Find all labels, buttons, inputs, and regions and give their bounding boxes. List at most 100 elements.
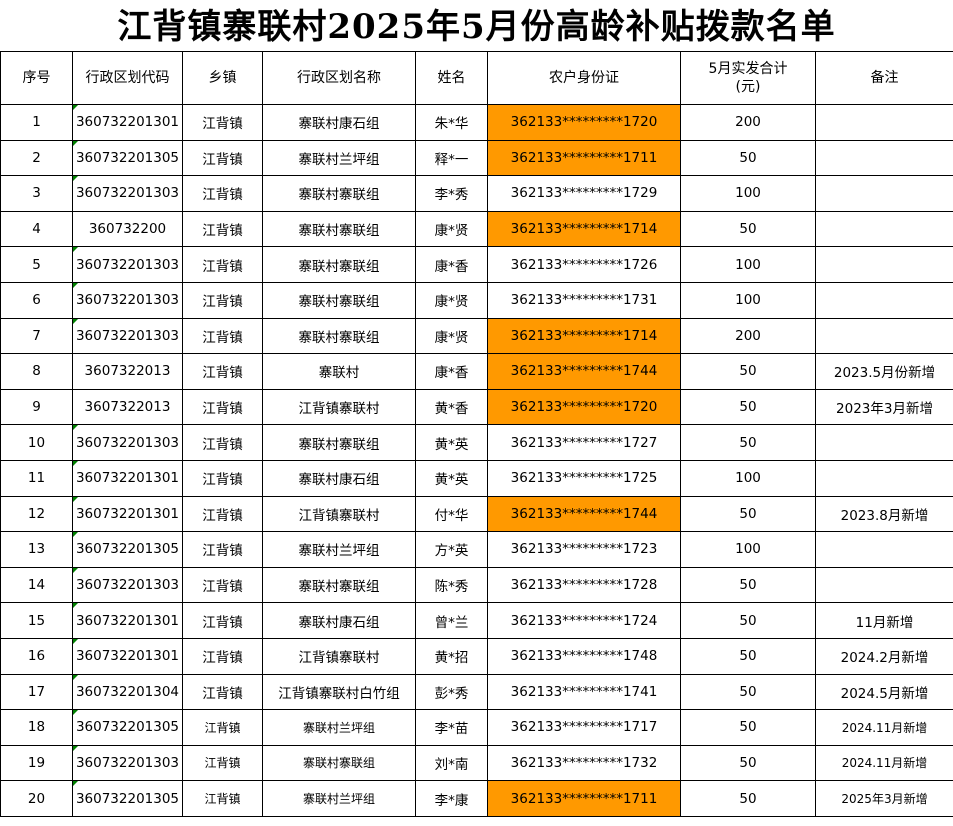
cell-no[interactable]: 14 [0,566,73,604]
cell-area[interactable]: 江背镇寨联村 [262,495,416,533]
cell-code[interactable]: 360732201305 [72,709,183,746]
cell-name[interactable]: 黄*招 [415,637,488,675]
cell-no[interactable]: 8 [0,353,73,390]
cell-id[interactable]: 362133*********1724 [487,602,681,639]
cell-no[interactable]: 4 [0,210,73,248]
cell-town[interactable]: 江背镇 [182,495,263,533]
cell-note[interactable]: 2024.11月新增 [815,744,953,782]
cell-name[interactable]: 刘*南 [415,744,488,782]
cell-amount[interactable]: 50 [680,780,816,817]
cell-id[interactable]: 362133*********1744 [487,495,681,533]
cell-name[interactable]: 李*苗 [415,709,488,746]
cell-name[interactable]: 付*华 [415,495,488,533]
cell-amount[interactable]: 100 [680,281,816,319]
cell-no[interactable]: 17 [0,673,73,711]
cell-no[interactable]: 13 [0,531,73,568]
cell-amount[interactable]: 50 [680,566,816,604]
cell-id[interactable]: 362133*********1723 [487,531,681,568]
cell-amount[interactable]: 50 [680,424,816,461]
cell-code[interactable]: 360732201303 [72,246,183,283]
cell-name[interactable]: 康*贤 [415,210,488,248]
cell-area[interactable]: 寨联村寨联组 [262,744,416,782]
cell-name[interactable]: 方*英 [415,531,488,568]
cell-area[interactable]: 寨联村兰坪组 [262,780,416,817]
cell-id[interactable]: 362133*********1741 [487,673,681,711]
cell-amount[interactable]: 50 [680,709,816,746]
cell-area[interactable]: 寨联村兰坪组 [262,139,416,177]
cell-code[interactable]: 360732201304 [72,673,183,711]
cell-no[interactable]: 16 [0,637,73,675]
cell-name[interactable]: 陈*秀 [415,566,488,604]
cell-town[interactable]: 江背镇 [182,210,263,248]
cell-code[interactable]: 360732201303 [72,281,183,319]
cell-town[interactable]: 江背镇 [182,353,263,390]
cell-note[interactable] [815,566,953,604]
cell-id[interactable]: 362133*********1748 [487,637,681,675]
cell-no[interactable]: 15 [0,602,73,639]
cell-area[interactable]: 江背镇寨联村白竹组 [262,673,416,711]
header-code[interactable]: 行政区划代码 [72,51,183,105]
cell-amount[interactable]: 100 [680,531,816,568]
header-no[interactable]: 序号 [0,51,73,105]
cell-note[interactable]: 2023.8月新增 [815,495,953,533]
cell-code[interactable]: 3607322013 [72,353,183,390]
cell-name[interactable]: 黄*英 [415,424,488,461]
cell-code[interactable]: 360732201303 [72,175,183,212]
cell-town[interactable]: 江背镇 [182,175,263,212]
cell-code[interactable]: 360732201301 [72,637,183,675]
cell-note[interactable] [815,104,953,141]
cell-area[interactable]: 寨联村兰坪组 [262,709,416,746]
cell-id[interactable]: 362133*********1727 [487,424,681,461]
header-name[interactable]: 姓名 [415,51,488,105]
cell-amount[interactable]: 200 [680,317,816,355]
cell-town[interactable]: 江背镇 [182,531,263,568]
cell-area[interactable]: 江背镇寨联村 [262,637,416,675]
cell-name[interactable]: 康*贤 [415,281,488,319]
cell-name[interactable]: 李*秀 [415,175,488,212]
cell-no[interactable]: 2 [0,139,73,177]
cell-id[interactable]: 362133*********1720 [487,104,681,141]
cell-no[interactable]: 7 [0,317,73,355]
cell-town[interactable]: 江背镇 [182,566,263,604]
cell-name[interactable]: 康*香 [415,246,488,283]
cell-name[interactable]: 释*一 [415,139,488,177]
cell-no[interactable]: 20 [0,780,73,817]
cell-amount[interactable]: 50 [680,673,816,711]
cell-area[interactable]: 寨联村寨联组 [262,246,416,283]
cell-code[interactable]: 360732201303 [72,424,183,461]
cell-code[interactable]: 360732201301 [72,104,183,141]
cell-town[interactable]: 江背镇 [182,424,263,461]
cell-name[interactable]: 朱*华 [415,104,488,141]
cell-code[interactable]: 360732200 [72,210,183,248]
cell-amount[interactable]: 200 [680,104,816,141]
cell-area[interactable]: 寨联村康石组 [262,459,416,497]
cell-no[interactable]: 18 [0,709,73,746]
cell-id[interactable]: 362133*********1711 [487,139,681,177]
cell-town[interactable]: 江背镇 [182,744,263,782]
cell-town[interactable]: 江背镇 [182,104,263,141]
cell-no[interactable]: 10 [0,424,73,461]
cell-name[interactable]: 曾*兰 [415,602,488,639]
cell-code[interactable]: 360732201301 [72,495,183,533]
cell-note[interactable] [815,317,953,355]
cell-town[interactable]: 江背镇 [182,780,263,817]
cell-area[interactable]: 寨联村寨联组 [262,210,416,248]
cell-note[interactable]: 2024.5月新增 [815,673,953,711]
cell-name[interactable]: 黄*香 [415,388,488,426]
cell-amount[interactable]: 100 [680,246,816,283]
cell-town[interactable]: 江背镇 [182,459,263,497]
cell-note[interactable]: 2023.5月份新增 [815,353,953,390]
cell-code[interactable]: 360732201303 [72,566,183,604]
cell-town[interactable]: 江背镇 [182,673,263,711]
cell-note[interactable]: 11月新增 [815,602,953,639]
cell-code[interactable]: 360732201305 [72,139,183,177]
cell-code[interactable]: 360732201305 [72,531,183,568]
cell-area[interactable]: 寨联村 [262,353,416,390]
cell-no[interactable]: 5 [0,246,73,283]
cell-note[interactable] [815,246,953,283]
cell-amount[interactable]: 50 [680,637,816,675]
cell-id[interactable]: 362133*********1726 [487,246,681,283]
cell-note[interactable]: 2023年3月新增 [815,388,953,426]
cell-town[interactable]: 江背镇 [182,139,263,177]
cell-id[interactable]: 362133*********1732 [487,744,681,782]
